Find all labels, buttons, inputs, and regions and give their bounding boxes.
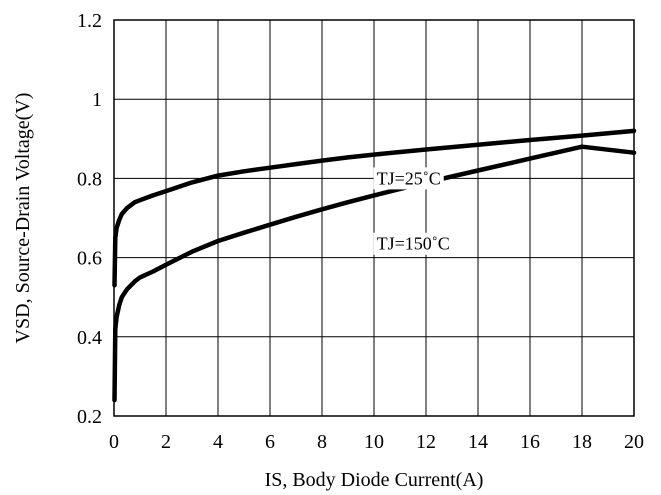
annotation-group: TJ=25˚C TJ=150˚C [373, 167, 453, 255]
annotation-background [373, 232, 453, 255]
y-tick-label: 1 [92, 89, 102, 111]
series-line-tj-25c [112, 128, 637, 288]
x-tick-label: 0 [109, 431, 119, 453]
y-tick-label: 1.2 [77, 10, 102, 32]
y-tick-label: 0.6 [77, 248, 102, 270]
x-tick-label: 14 [468, 431, 488, 453]
x-tick-label: 12 [416, 431, 436, 453]
x-tick-label: 20 [624, 431, 644, 453]
x-tick-label: 4 [213, 431, 223, 453]
series-annotation: TJ=150˚C [377, 234, 450, 254]
y-tick-label: 0.2 [77, 406, 102, 428]
x-tick-label: 18 [572, 431, 592, 453]
x-tick-label: 10 [364, 431, 384, 453]
x-tick-label: 6 [265, 431, 275, 453]
x-tick-label: 16 [520, 431, 540, 453]
plot-frame [113, 19, 635, 417]
x-axis-title: IS, Body Diode Current(A) [265, 469, 484, 491]
series-annotation: TJ=25˚C [377, 168, 441, 188]
grid [113, 19, 635, 417]
x-tick-label: 8 [317, 431, 327, 453]
annotation-background [373, 167, 444, 190]
x-tick-label: 2 [161, 431, 171, 453]
y-tick-label: 0.4 [77, 327, 102, 349]
x-tick-labels: 0 2 4 6 8 10 12 14 16 18 20 [109, 431, 644, 453]
y-tick-label: 0.8 [77, 168, 102, 190]
y-tick-labels: 0.2 0.4 0.6 0.8 1 1.2 [77, 10, 102, 428]
y-axis-title: VSD, Source-Drain Voltage(V) [12, 93, 34, 344]
